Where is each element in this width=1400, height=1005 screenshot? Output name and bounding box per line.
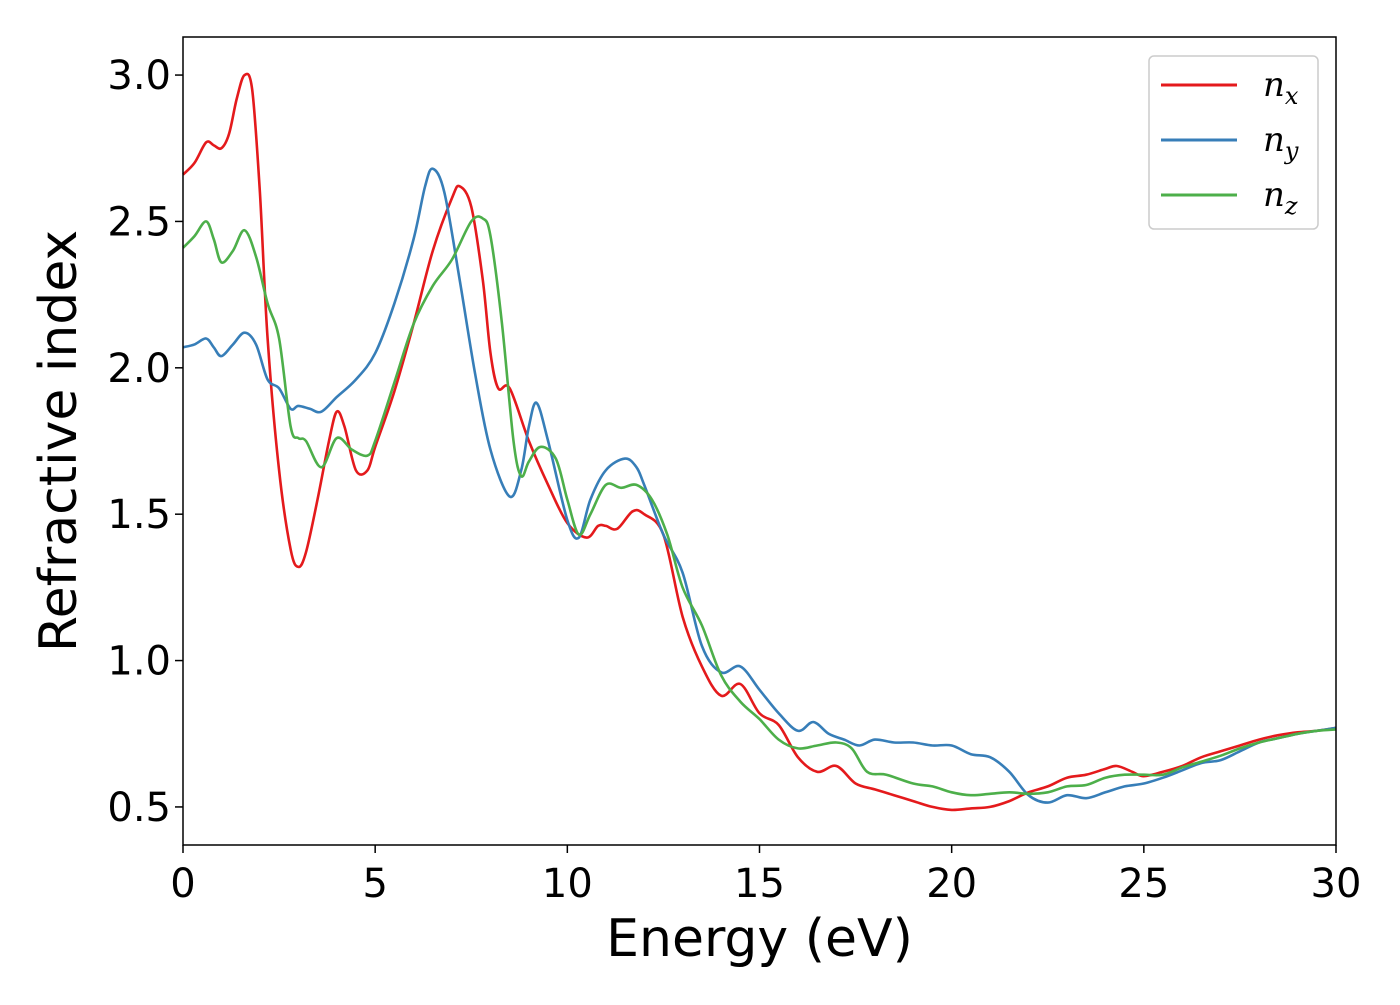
series-line-nx [182, 72, 1337, 812]
y-tick-label: 2.5 [107, 199, 171, 245]
x-tick-label: 20 [926, 861, 977, 907]
legend-label-subscript: x [1285, 82, 1299, 110]
y-axis: 0.5 1.0 1.5 2.0 2.5 3.0 [107, 53, 183, 831]
legend-label-main: n [1263, 175, 1285, 215]
legend-box [1148, 55, 1319, 230]
y-tick-label: 1.0 [107, 639, 171, 685]
legend-label-main: n [1263, 65, 1285, 105]
legend-label-subscript: y [1284, 137, 1299, 165]
x-axis-title: Energy (eV) [606, 909, 913, 969]
legend-label-nx: nx [1263, 65, 1299, 110]
x-axis: 0 5 10 15 20 25 30 [170, 845, 1361, 907]
legend-label-subscript: z [1284, 192, 1298, 220]
series-line-nz [182, 215, 1337, 797]
x-tick-label: 0 [170, 861, 195, 907]
y-tick-label: 1.5 [107, 492, 171, 538]
series-line-ny [182, 167, 1337, 804]
legend-label-ny: ny [1263, 120, 1299, 165]
x-tick-label: 5 [362, 861, 387, 907]
x-tick-label: 25 [1118, 861, 1169, 907]
legend-label-nz: nz [1263, 175, 1298, 220]
y-tick-label: 2.0 [107, 346, 171, 392]
y-tick-label: 3.0 [107, 53, 171, 99]
y-tick-label: 0.5 [107, 785, 171, 831]
x-tick-label: 30 [1311, 861, 1362, 907]
x-tick-label: 15 [734, 861, 785, 907]
series-layer [182, 72, 1337, 812]
legend-label-main: n [1263, 120, 1285, 160]
y-axis-title: Refractive index [29, 230, 89, 652]
x-tick-label: 10 [542, 861, 593, 907]
